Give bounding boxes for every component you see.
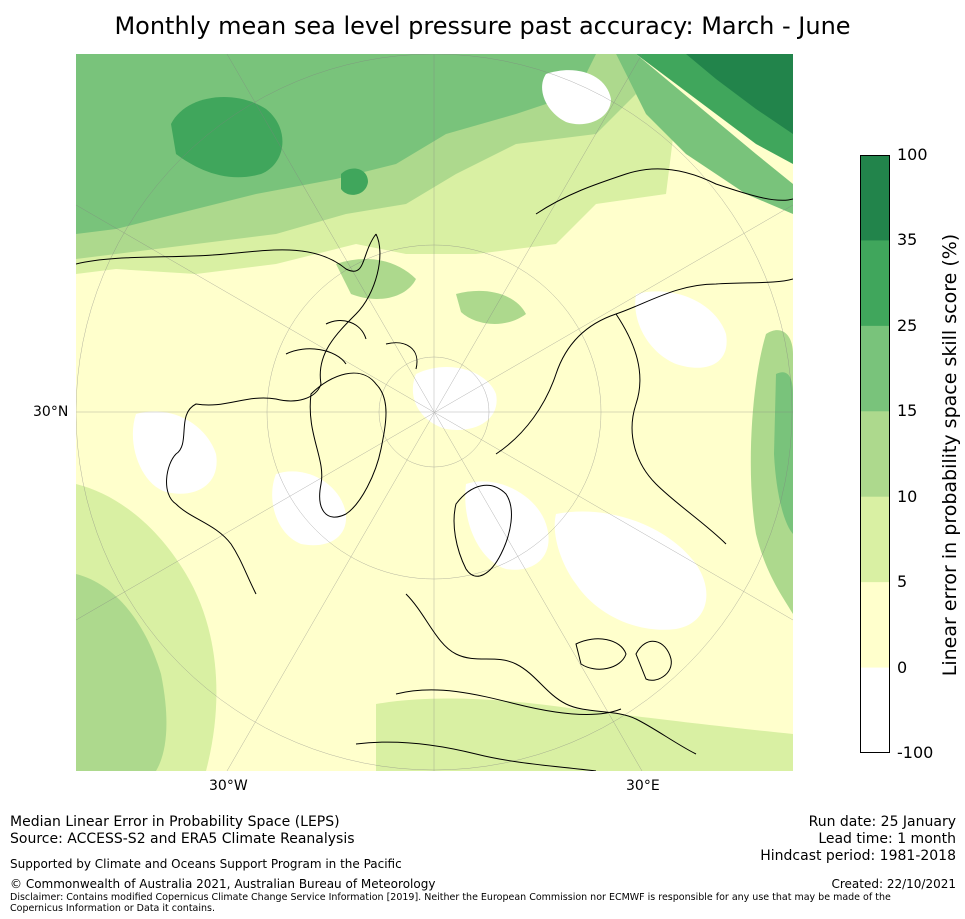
footer-run-date: Run date: 25 January <box>808 814 956 830</box>
pacific-skill-15-25 <box>76 54 596 234</box>
coast-mediterranean <box>395 689 622 715</box>
footer-source-line: Source: ACCESS-S2 and ERA5 Climate Reana… <box>10 831 355 847</box>
footer-method-line: Median Linear Error in Probability Space… <box>10 814 340 830</box>
map-title: Monthly mean sea level pressure past acc… <box>114 12 851 40</box>
colorbar-tick-label: 35 <box>897 230 918 250</box>
colorbar-title: Linear error in probability space skill … <box>939 233 961 677</box>
footer-copyright: © Commonwealth of Australia 2021, Austra… <box>10 877 436 891</box>
pacific-skill-25-35 <box>171 97 283 178</box>
footer-run-info: Run date: 25 January Lead time: 1 month … <box>760 814 956 865</box>
colorbar-bin <box>860 240 890 327</box>
colorbar-tick-label: 15 <box>897 401 918 421</box>
coast-greenland <box>309 372 387 518</box>
footer-lead-time: Lead time: 1 month <box>818 831 956 847</box>
coast-europe <box>405 593 697 755</box>
lat-label-30n: 30°N <box>33 404 69 420</box>
colorbar-bin <box>860 582 890 669</box>
atlantic-skill-sw-2 <box>76 574 167 771</box>
coast-caspian <box>635 641 672 681</box>
footer-supported: Supported by Climate and Oceans Support … <box>10 857 402 871</box>
neg-siberia <box>635 291 727 368</box>
colorbar-tick-label: 10 <box>897 486 918 506</box>
lon-label-30e: 30°E <box>626 778 660 794</box>
colorbar-bin <box>860 667 890 753</box>
colorbar-tick-label: 100 <box>897 145 928 164</box>
coast-black-sea <box>575 638 627 670</box>
colorbar-tick-label: 5 <box>897 572 908 592</box>
polar-map[interactable] <box>76 54 793 771</box>
colorbar-tick-label: 25 <box>897 315 918 335</box>
neg-russia <box>554 511 707 630</box>
neg-north <box>542 70 611 125</box>
colorbar-tick-label: -100 <box>897 743 934 762</box>
lon-label-30w: 30°W <box>209 778 248 794</box>
footer-disclaimer: Disclaimer: Contains modified Copernicus… <box>10 892 891 914</box>
skill-regions <box>76 54 793 771</box>
neg-greenland-sea <box>272 471 347 546</box>
coast-north-asia <box>535 168 793 215</box>
colorbar-bin <box>860 325 890 412</box>
graticule <box>76 54 793 771</box>
colorbar-bin <box>860 155 890 241</box>
mid-green-patches <box>336 259 526 324</box>
colorbar-tick-label: 0 <box>897 657 908 677</box>
coastlines <box>76 168 793 771</box>
africa-skill <box>376 698 793 771</box>
coast-africa <box>355 741 597 771</box>
pacific-skill-ne-15-25 <box>616 54 793 214</box>
colorbar-bin <box>860 496 890 583</box>
coast-scandinavia <box>453 484 512 577</box>
coast-north-america <box>76 233 381 595</box>
neg-nw <box>132 411 217 494</box>
pacific-skill-25-35b <box>341 168 368 195</box>
footer-hindcast: Hindcast period: 1981-2018 <box>760 848 956 864</box>
coast-asia <box>495 278 793 545</box>
footer-method: Median Linear Error in Probability Space… <box>10 814 355 848</box>
neg-scandinavia <box>465 481 549 570</box>
asia-skill-east-2 <box>774 372 793 534</box>
pacific-skill-ne-35-100 <box>686 54 793 134</box>
coast-arctic-islands <box>285 320 418 370</box>
colorbar <box>860 155 890 753</box>
footer-created: Created: 22/10/2021 <box>831 877 956 891</box>
colorbar-bin <box>860 411 890 498</box>
